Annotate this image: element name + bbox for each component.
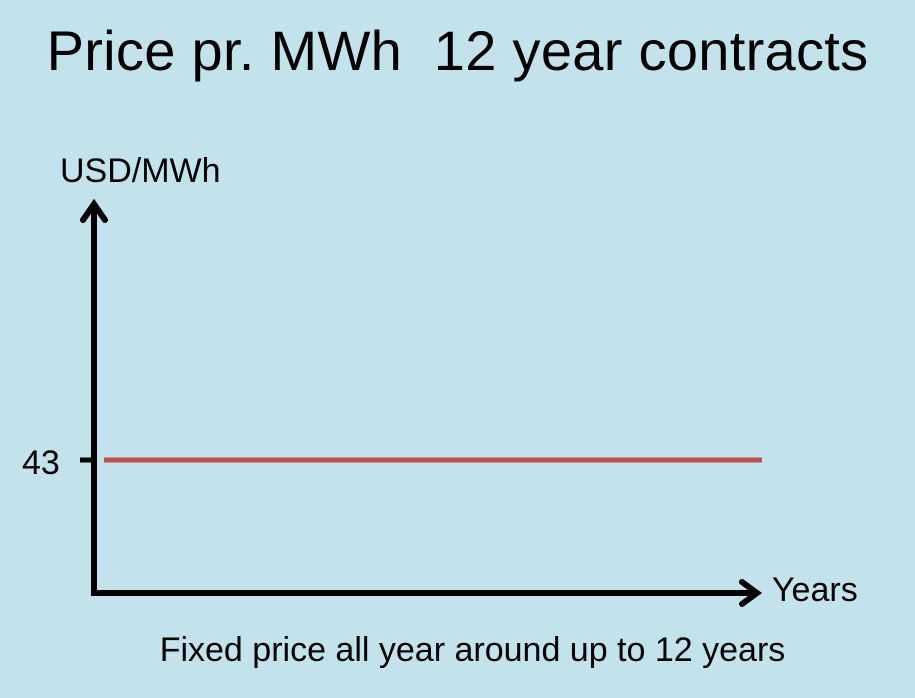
x-axis-label: Years bbox=[772, 571, 858, 609]
y-tick-label-43: 43 bbox=[22, 444, 60, 482]
slide-title: Price pr. MWh 12 year contracts bbox=[46, 19, 869, 82]
y-axis-arrowhead bbox=[80, 198, 108, 223]
x-axis-arrowhead bbox=[739, 579, 763, 607]
y-axis-label: USD/MWh bbox=[60, 152, 221, 190]
slide-caption: Fixed price all year around up to 12 yea… bbox=[159, 631, 786, 669]
chart-axes bbox=[80, 198, 763, 607]
